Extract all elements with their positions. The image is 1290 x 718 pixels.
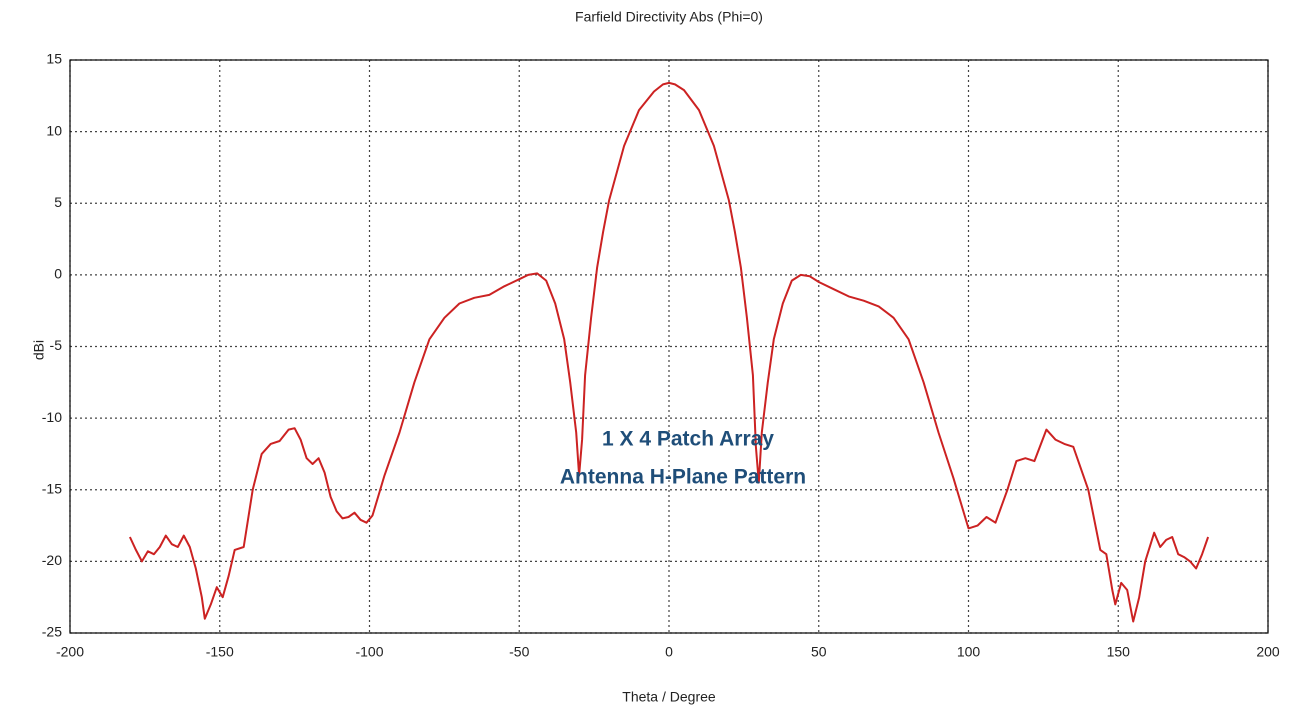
plot-frame — [69, 59, 1269, 634]
y-tick-label: 10 — [46, 122, 62, 138]
x-tick-label: 150 — [1107, 644, 1131, 660]
y-tick-label: 0 — [54, 266, 62, 282]
y-axis-label: dBi — [31, 340, 47, 360]
x-tick-label: 200 — [1256, 644, 1280, 660]
x-tick-label: -200 — [56, 644, 84, 660]
y-tick-label: -25 — [42, 624, 62, 640]
x-axis-label: Theta / Degree — [622, 689, 716, 705]
x-tick-label: -50 — [509, 644, 529, 660]
annotation: 1 X 4 Patch Array — [602, 428, 774, 451]
y-tick-label: -5 — [50, 337, 63, 353]
y-tick-label: -15 — [42, 480, 62, 496]
x-tick-label: 0 — [665, 644, 673, 660]
y-tick-label: -20 — [42, 552, 62, 568]
x-tick-label: 50 — [811, 644, 827, 660]
y-tick-label: 15 — [46, 51, 62, 67]
y-tick-label: 5 — [54, 194, 62, 210]
x-tick-label: -150 — [206, 644, 234, 660]
x-tick-label: 100 — [957, 644, 981, 660]
chart-title: Farfield Directivity Abs (Phi=0) — [575, 9, 763, 25]
data-line — [128, 81, 1210, 623]
y-tick-label: -10 — [42, 409, 62, 425]
x-tick-label: -100 — [355, 644, 383, 660]
annotation: Antenna H-Plane Pattern — [560, 466, 806, 489]
